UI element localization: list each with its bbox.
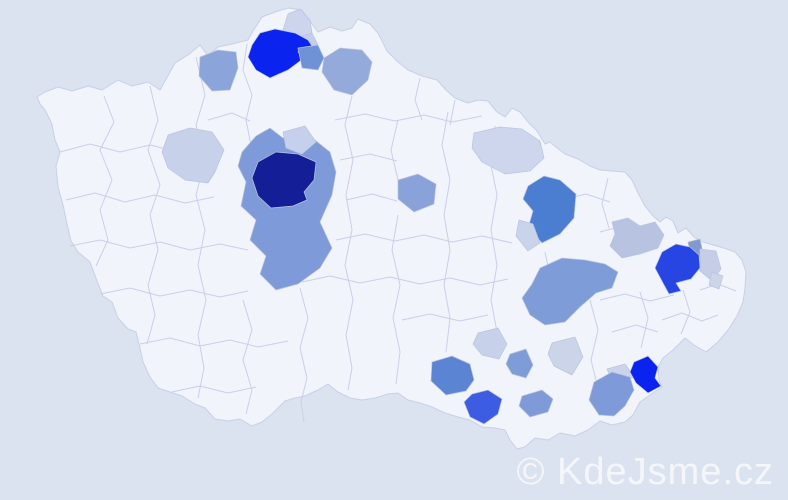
district-west-lavender[interactable] bbox=[161, 127, 225, 184]
district-border-line bbox=[242, 43, 253, 151]
district-ostrava-royal[interactable] bbox=[654, 243, 701, 295]
district-ne-pale-b[interactable] bbox=[708, 271, 724, 290]
district-northeast-pale-big[interactable] bbox=[471, 126, 545, 175]
district-se-bright[interactable] bbox=[629, 355, 662, 394]
district-border-line bbox=[59, 143, 179, 153]
district-border-line bbox=[69, 239, 249, 251]
district-border-line bbox=[99, 287, 249, 298]
district-border-line bbox=[611, 324, 659, 333]
district-prague-navy[interactable] bbox=[251, 151, 317, 209]
district-south-medium-small[interactable] bbox=[505, 348, 534, 379]
district-south-lavender-b[interactable] bbox=[547, 336, 584, 376]
district-east-steel[interactable] bbox=[522, 175, 577, 244]
district-border-line bbox=[146, 85, 161, 345]
district-border-line bbox=[414, 77, 423, 121]
district-ne-slate[interactable] bbox=[609, 217, 665, 259]
district-south-royal[interactable] bbox=[463, 389, 503, 425]
district-north-bright[interactable] bbox=[247, 28, 313, 79]
district-border-line bbox=[242, 299, 253, 415]
district-border-line bbox=[339, 153, 398, 162]
district-border-line bbox=[680, 289, 691, 335]
district-border-line bbox=[299, 287, 309, 423]
district-border-line bbox=[335, 233, 513, 244]
district-border-line bbox=[441, 111, 451, 353]
district-border-line bbox=[589, 299, 599, 381]
district-border-line bbox=[95, 95, 115, 267]
district-south-lavender-a[interactable] bbox=[472, 327, 508, 360]
district-olomouc-medium[interactable] bbox=[521, 257, 619, 326]
district-border-line bbox=[345, 193, 398, 202]
district-east-lavender-small[interactable] bbox=[515, 219, 541, 252]
district-southwest-steel[interactable] bbox=[430, 355, 475, 396]
district-border-line bbox=[599, 293, 675, 302]
district-border-line bbox=[390, 119, 399, 181]
district-border-line bbox=[334, 113, 483, 123]
district-se-medium[interactable] bbox=[588, 371, 635, 417]
district-north-steel-small[interactable] bbox=[297, 44, 325, 71]
district-border-line bbox=[344, 95, 354, 391]
district-border-line bbox=[65, 192, 215, 204]
district-border-line bbox=[601, 177, 610, 229]
district-south-medium-a[interactable] bbox=[518, 389, 554, 418]
district-border-line bbox=[139, 337, 289, 348]
district-border-line bbox=[639, 291, 649, 349]
district-prague-ne-pale[interactable] bbox=[282, 125, 317, 155]
district-north-grayblue[interactable] bbox=[321, 47, 373, 96]
district-border-line bbox=[171, 385, 257, 394]
district-border-line bbox=[207, 112, 251, 122]
district-border-line bbox=[449, 99, 456, 126]
district-border-line bbox=[401, 313, 489, 322]
district-north-medium-west[interactable] bbox=[198, 49, 239, 92]
district-border-line bbox=[661, 312, 719, 322]
district-border-line bbox=[301, 275, 509, 286]
district-border-line bbox=[391, 214, 401, 385]
district-central-medium[interactable] bbox=[397, 173, 437, 213]
